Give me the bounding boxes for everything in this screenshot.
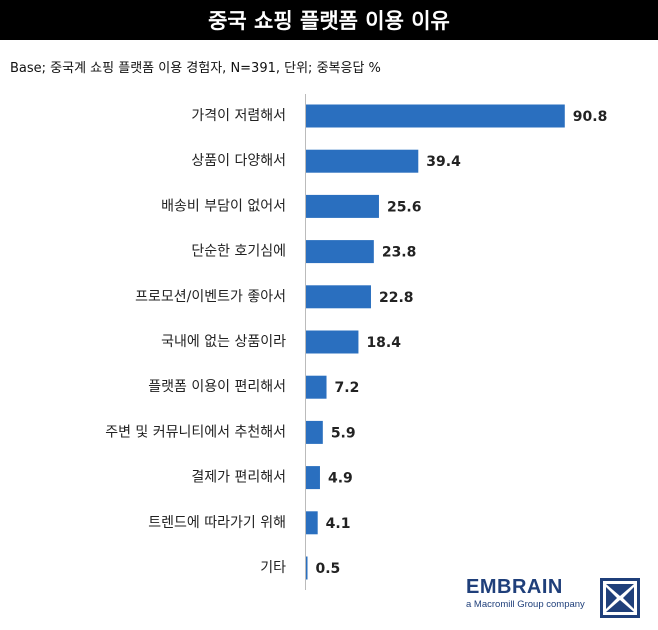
- category-label: 국내에 없는 상품이라: [161, 334, 286, 350]
- bar: [306, 104, 565, 128]
- category-label: 기타: [260, 560, 286, 576]
- value-label: 5.9: [331, 425, 356, 441]
- embrain-mark-icon: [600, 578, 640, 618]
- value-label: 39.4: [426, 154, 461, 170]
- category-label: 트렌드에 따라가기 위해: [148, 515, 286, 531]
- value-label: 7.2: [335, 380, 360, 396]
- value-label: 4.1: [326, 516, 351, 532]
- category-label: 단순한 호기심에: [191, 244, 286, 260]
- bar: [306, 375, 327, 399]
- title-bar: 중국 쇼핑 플랫폼 이용 이유: [0, 0, 658, 40]
- category-label: 주변 및 커뮤니티에서 추천해서: [105, 424, 286, 440]
- bar: [306, 511, 318, 535]
- value-label: 23.8: [382, 245, 417, 261]
- value-label: 0.5: [316, 561, 341, 577]
- bar: [306, 240, 374, 264]
- category-label: 플랫폼 이용이 편리해서: [148, 379, 286, 395]
- bar: [306, 285, 371, 309]
- bar: [306, 466, 320, 490]
- value-label: 4.9: [328, 471, 353, 487]
- embrain-logo: EMBRAIN a Macromill Group company: [466, 576, 652, 624]
- bar: [306, 556, 308, 580]
- bar: [306, 420, 323, 444]
- category-label: 배송비 부담이 없어서: [161, 198, 286, 214]
- chart-title: 중국 쇼핑 플랫폼 이용 이유: [208, 9, 450, 33]
- logo-name: EMBRAIN: [466, 576, 563, 598]
- base-note: Base; 중국계 쇼핑 플랫폼 이용 경험자, N=391, 단위; 중복응답…: [10, 61, 381, 76]
- value-label: 90.8: [573, 109, 608, 125]
- category-label: 가격이 저렴해서: [191, 108, 286, 124]
- value-label: 22.8: [379, 290, 414, 306]
- category-label: 프로모션/이벤트가 좋아서: [135, 289, 286, 305]
- category-label: 상품이 다양해서: [191, 153, 286, 169]
- bar: [306, 330, 359, 354]
- logo-tagline: a Macromill Group company: [466, 599, 585, 610]
- category-label: 결제가 편리해서: [191, 470, 286, 486]
- bar: [306, 194, 379, 218]
- bar: [306, 149, 419, 173]
- value-label: 25.6: [387, 199, 422, 215]
- value-label: 18.4: [366, 335, 401, 351]
